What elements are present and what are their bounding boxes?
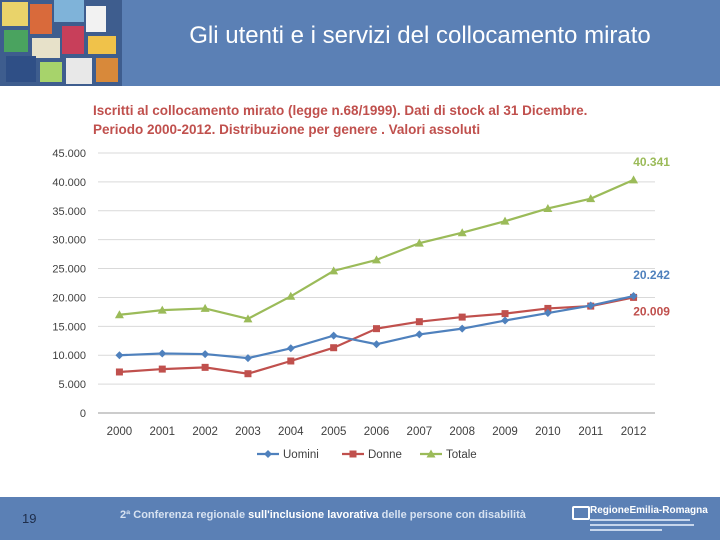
x-tick-label: 2005 — [321, 426, 347, 438]
data-point-uomini — [201, 350, 210, 359]
data-point-uomini — [243, 354, 252, 363]
data-point-donne — [115, 368, 123, 376]
data-point-totale — [543, 203, 553, 212]
data-point-totale — [286, 291, 296, 300]
y-tick-label: 5.000 — [58, 379, 86, 391]
x-tick-label: 2001 — [149, 426, 175, 438]
legend-marker-totale — [426, 449, 436, 458]
data-point-donne — [158, 365, 166, 373]
footer-text-part-1: 2ª Conferenza regionale — [120, 509, 249, 521]
legend-label-donne: Donne — [368, 449, 402, 461]
x-tick-label: 2011 — [578, 426, 603, 438]
data-point-uomini — [329, 331, 338, 340]
y-tick-label: 25.000 — [52, 264, 86, 276]
data-point-totale — [243, 314, 253, 323]
x-tick-label: 2010 — [535, 426, 561, 438]
y-tick-label: 0 — [80, 408, 86, 420]
regione-logo: RegioneEmilia-Romagna — [572, 504, 708, 536]
x-tick-label: 2003 — [235, 426, 261, 438]
footer-text-part-3: delle persone con disabilità — [378, 509, 526, 521]
data-point-uomini — [543, 309, 552, 318]
data-point-totale — [457, 228, 467, 237]
regione-logo-icon — [572, 506, 590, 520]
legend-marker-donne — [349, 450, 357, 458]
data-point-totale — [114, 310, 124, 319]
slide-title: Gli utenti e i servizi del collocamento … — [189, 22, 651, 49]
data-point-totale — [157, 305, 167, 314]
data-label-donne: 20.009 — [633, 304, 670, 318]
data-point-donne — [201, 363, 209, 371]
data-point-donne — [544, 304, 552, 312]
data-point-totale — [414, 238, 424, 247]
data-point-uomini — [286, 344, 295, 353]
data-label-uomini: 20.242 — [633, 268, 670, 282]
data-point-totale — [586, 194, 596, 203]
data-point-uomini — [372, 340, 381, 349]
x-tick-label: 2008 — [449, 426, 475, 438]
x-tick-label: 2006 — [364, 426, 390, 438]
y-tick-label: 40.000 — [52, 177, 86, 189]
data-point-uomini — [501, 316, 510, 325]
data-point-uomini — [629, 292, 638, 301]
chart-title-line-2: Periodo 2000-2012. Distribuzione per gen… — [93, 122, 481, 137]
regione-logo-name: RegioneEmilia-Romagna — [590, 505, 708, 516]
data-point-totale — [329, 266, 339, 275]
data-point-totale — [200, 303, 210, 312]
y-tick-label: 45.000 — [52, 148, 86, 160]
line-chart: 0 5.000 10.000 15.000 20.000 25.000 30.000 35.0… — [52, 148, 670, 461]
y-tick-label: 30.000 — [52, 235, 86, 247]
data-point-totale — [500, 216, 510, 225]
y-tick-label: 35.000 — [52, 206, 86, 218]
data-point-donne — [458, 313, 466, 321]
footer-bar — [0, 497, 720, 540]
x-tick-label: 2004 — [278, 426, 304, 438]
legend-label-totale: Totale — [446, 449, 477, 461]
y-tick-label: 20.000 — [52, 292, 86, 304]
data-point-uomini — [158, 349, 167, 358]
data-point-uomini — [586, 301, 595, 310]
data-label-totale: 40.341 — [633, 155, 670, 169]
chart-title: Iscritti al collocamento mirato (legge n… — [93, 101, 693, 139]
footer-text-highlight: sull'inclusione lavorativa — [248, 509, 379, 521]
chart-title-line-1: Iscritti al collocamento mirato (legge n… — [93, 103, 588, 118]
data-point-uomini — [458, 324, 467, 333]
footer-conference-text: 2ª Conferenza regionale sull'inclusione … — [120, 509, 526, 521]
header-collage-image — [0, 0, 122, 86]
data-point-donne — [287, 357, 295, 365]
page-number: 19 — [22, 511, 37, 526]
header-bar: Gli utenti e i servizi del collocamento … — [0, 0, 720, 86]
legend-marker-uomini — [264, 450, 272, 458]
data-point-donne — [244, 370, 252, 378]
y-tick-label: 15.000 — [52, 321, 86, 333]
x-tick-label: 2000 — [107, 426, 133, 438]
data-point-donne — [415, 318, 423, 326]
series-line-totale — [119, 178, 635, 320]
data-point-donne — [330, 344, 338, 352]
y-tick-label: 10.000 — [52, 350, 86, 362]
x-tick-label: 2012 — [621, 426, 647, 438]
legend-label-uomini: Uomini — [283, 449, 319, 461]
x-tick-label: 2007 — [407, 426, 433, 438]
x-tick-label: 2002 — [192, 426, 218, 438]
data-point-donne — [501, 310, 509, 318]
data-point-uomini — [115, 351, 124, 360]
data-point-totale — [372, 255, 381, 264]
data-point-totale — [629, 175, 639, 184]
data-point-uomini — [415, 330, 424, 339]
x-tick-label: 2009 — [492, 426, 518, 438]
data-point-donne — [373, 325, 380, 333]
